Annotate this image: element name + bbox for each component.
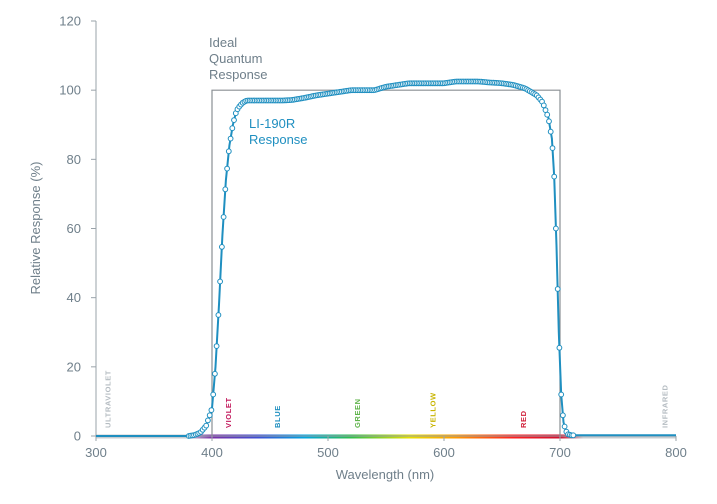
response-point-26 (231, 117, 237, 123)
band-label-violet: VIOLET (224, 397, 233, 428)
response-point-213 (556, 344, 563, 351)
x-axis-ticks: 300 400 500 600 700 800 (85, 436, 687, 460)
response-point-214 (558, 391, 565, 398)
response-point-211 (553, 225, 559, 232)
x-tick-label-600: 600 (433, 445, 455, 460)
response-point-10 (203, 422, 210, 429)
y-tick-label-40: 40 (67, 290, 81, 305)
y-axis-ticks: 0 20 40 60 80 100 120 (59, 14, 96, 444)
band-label-blue: BLUE (273, 405, 282, 428)
response-point-206 (544, 111, 551, 118)
y-tick-label-120: 120 (59, 14, 81, 29)
band-label-yellow: YELLOW (428, 392, 437, 428)
li190r-response-line (96, 80, 676, 437)
response-point-22 (224, 165, 231, 172)
response-point-12 (206, 412, 213, 419)
response-point-207 (546, 118, 552, 125)
x-axis-title: Wavelength (nm) (336, 467, 435, 482)
y-tick-label-0: 0 (74, 429, 81, 444)
li190r-response-label: LI-190R Response (249, 116, 308, 147)
response-point-23 (225, 148, 232, 155)
li190r-response-markers (185, 78, 577, 439)
response-point-19 (219, 244, 225, 250)
response-point-11 (205, 417, 211, 424)
response-point-209 (549, 145, 556, 152)
y-tick-label-80: 80 (67, 152, 81, 167)
ideal-response-line (211, 89, 561, 436)
response-point-21 (222, 186, 229, 193)
response-point-20 (220, 214, 227, 220)
band-label-green: GREEN (353, 398, 362, 428)
response-point-204 (540, 102, 547, 109)
response-point-205 (542, 107, 549, 113)
response-point-17 (215, 312, 222, 318)
response-point-215 (560, 412, 566, 419)
y-tick-label-20: 20 (67, 359, 81, 374)
y-tick-label-60: 60 (67, 221, 81, 236)
band-label-red: RED (519, 410, 528, 428)
response-point-18 (217, 278, 224, 285)
response-point-208 (547, 128, 554, 135)
x-tick-label-800: 800 (665, 445, 687, 460)
response-point-15 (212, 370, 218, 377)
series-label-line-1: LI-190R (249, 116, 295, 131)
band-label-infrared: INFRARED (660, 384, 669, 428)
x-tick-label-300: 300 (85, 445, 107, 460)
x-tick-label-700: 700 (549, 445, 571, 460)
band-label-ultraviolet: ULTRAVIOLET (104, 370, 113, 428)
response-point-24 (227, 135, 234, 142)
ideal-label-line-3: Response (209, 67, 268, 82)
response-point-210 (551, 173, 558, 180)
ideal-response-label: Ideal Quantum Response (209, 35, 268, 82)
y-axis-title: Relative Response (%) (28, 162, 43, 295)
y-tick-label-100: 100 (59, 83, 81, 98)
ideal-label-line-2: Quantum (209, 51, 262, 66)
response-point-216 (561, 423, 568, 430)
ideal-label-line-1: Ideal (209, 35, 237, 50)
response-point-221 (570, 432, 577, 439)
x-tick-label-500: 500 (317, 445, 339, 460)
x-tick-label-400: 400 (201, 445, 223, 460)
spectrum-band-labels: ULTRAVIOLET VIOLET BLUE GREEN YELLOW RED INFRA… (104, 370, 670, 428)
response-point-212 (554, 286, 561, 292)
response-point-14 (210, 391, 217, 398)
response-point-16 (213, 343, 220, 350)
response-point-13 (208, 407, 215, 414)
response-point-25 (229, 125, 236, 132)
series-label-line-2: Response (249, 132, 308, 147)
